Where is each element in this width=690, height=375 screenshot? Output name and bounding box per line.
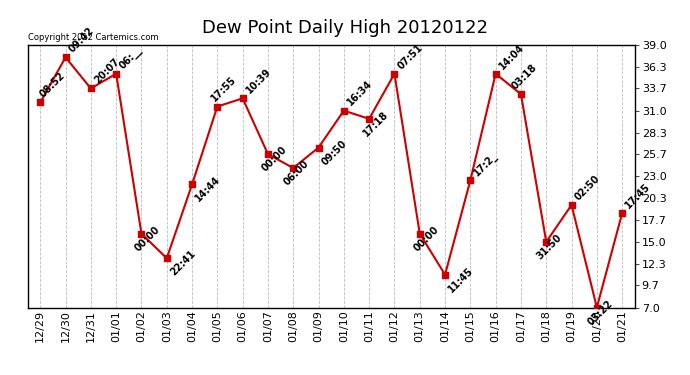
Text: 07:51: 07:51 <box>396 42 425 71</box>
Point <box>86 86 97 92</box>
Text: 14:44: 14:44 <box>193 175 222 204</box>
Point <box>313 144 324 150</box>
Point <box>237 95 248 101</box>
Text: 17:18: 17:18 <box>361 109 390 138</box>
Text: 06:__: 06:__ <box>117 44 144 71</box>
Text: 00:00: 00:00 <box>133 224 162 253</box>
Text: 17:55: 17:55 <box>209 75 238 104</box>
Text: 17:45: 17:45 <box>624 182 653 210</box>
Point <box>288 165 299 171</box>
Text: 03:18: 03:18 <box>510 62 539 92</box>
Text: 06:00: 06:00 <box>282 159 311 188</box>
Point <box>110 71 121 77</box>
Point <box>161 255 172 261</box>
Text: 09:50: 09:50 <box>320 138 349 167</box>
Point <box>566 202 577 208</box>
Point <box>389 71 400 77</box>
Text: 08:52: 08:52 <box>37 70 66 100</box>
Text: 00:00: 00:00 <box>259 144 288 174</box>
Text: 20:07: 20:07 <box>92 57 121 86</box>
Text: 31:50: 31:50 <box>535 232 564 261</box>
Point <box>338 108 349 114</box>
Point <box>414 231 425 237</box>
Text: 14:04: 14:04 <box>497 42 526 71</box>
Text: 16:34: 16:34 <box>345 79 374 108</box>
Point <box>617 210 628 216</box>
Point <box>60 54 71 60</box>
Text: 10:39: 10:39 <box>244 66 273 96</box>
Point <box>541 239 552 245</box>
Point <box>490 71 501 77</box>
Point <box>262 151 273 157</box>
Point <box>212 104 223 110</box>
Text: 11:45: 11:45 <box>446 265 475 294</box>
Text: Copyright 2012 Cartemics.com: Copyright 2012 Cartemics.com <box>28 33 158 42</box>
Text: 03:22: 03:22 <box>586 298 615 327</box>
Text: 00:00: 00:00 <box>411 224 440 253</box>
Text: 02:50: 02:50 <box>573 173 602 202</box>
Point <box>465 177 476 183</box>
Text: Dew Point Daily High 20120122: Dew Point Daily High 20120122 <box>202 19 488 37</box>
Point <box>591 304 602 310</box>
Point <box>136 231 147 237</box>
Text: 17:2_: 17:2_ <box>472 150 500 178</box>
Text: 22:41: 22:41 <box>168 249 197 278</box>
Point <box>364 116 375 122</box>
Point <box>186 182 197 188</box>
Point <box>515 91 526 97</box>
Text: 09:42: 09:42 <box>67 26 96 54</box>
Point <box>440 272 451 278</box>
Point <box>34 99 46 105</box>
